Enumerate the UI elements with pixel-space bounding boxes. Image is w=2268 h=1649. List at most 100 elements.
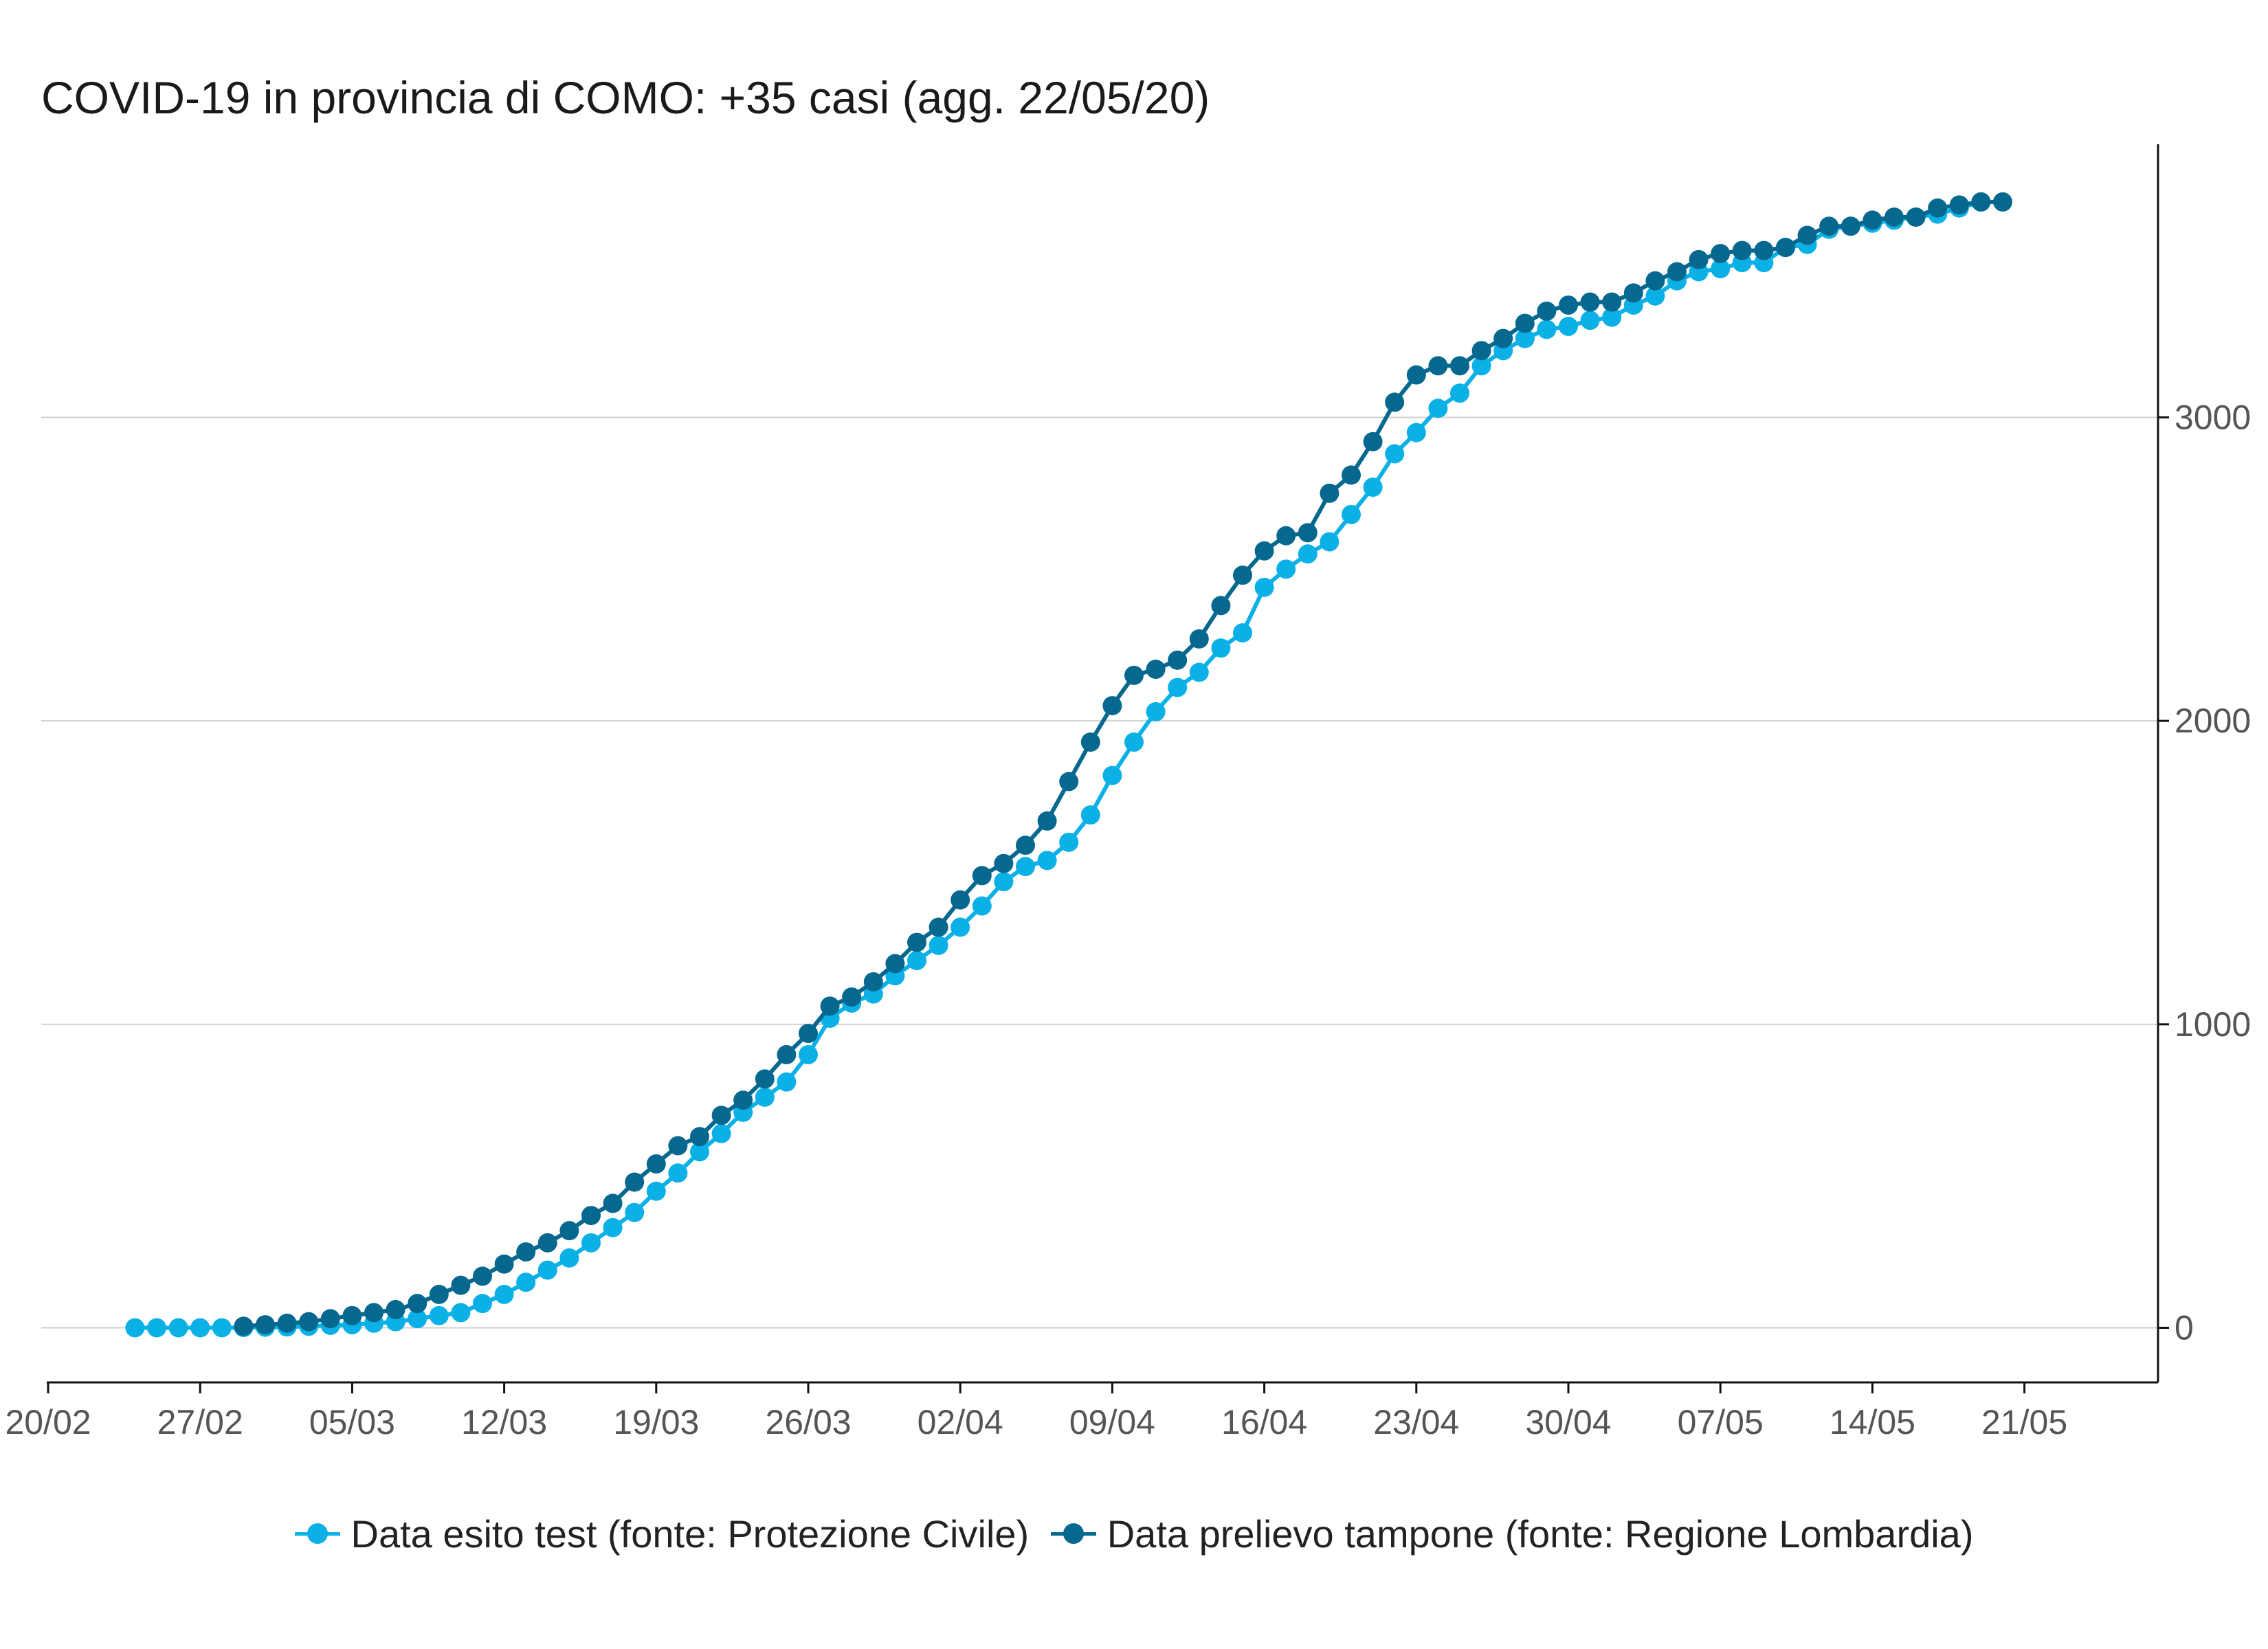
data-point: [1428, 399, 1448, 418]
data-point: [451, 1303, 471, 1323]
data-point: [1276, 526, 1296, 546]
data-point: [473, 1294, 492, 1314]
x-tick-label: 20/02: [5, 1403, 91, 1442]
data-point: [1363, 431, 1383, 451]
data-point: [777, 1045, 797, 1064]
data-point: [1537, 319, 1557, 339]
x-tick-label: 19/03: [613, 1403, 699, 1442]
y-tick-label: 1000: [2175, 1005, 2251, 1044]
data-point: [364, 1303, 383, 1323]
data-point: [711, 1123, 731, 1143]
data-point: [863, 972, 883, 991]
data-point: [1385, 392, 1405, 412]
y-tick-label: 3000: [2175, 399, 2251, 437]
data-point: [1711, 244, 1731, 263]
data-point: [625, 1172, 645, 1192]
data-point: [1645, 286, 1665, 306]
data-point: [1689, 249, 1709, 269]
data-point: [1623, 283, 1643, 303]
data-point: [711, 1106, 731, 1125]
data-point: [1189, 629, 1209, 649]
data-point: [516, 1272, 536, 1292]
data-point: [320, 1309, 340, 1329]
data-point: [277, 1313, 297, 1333]
data-point: [516, 1242, 536, 1262]
series-line: [243, 199, 2003, 1329]
data-point: [1080, 732, 1100, 752]
data-point: [799, 1024, 818, 1044]
data-point: [755, 1087, 775, 1107]
data-point: [1146, 660, 1166, 680]
data-point: [1993, 192, 2012, 212]
data-point: [1428, 356, 1448, 376]
series-esito-test: [125, 192, 1991, 1338]
data-point: [668, 1136, 688, 1156]
x-tick-label: 26/03: [765, 1403, 851, 1442]
data-point: [1515, 313, 1535, 333]
axes: 0 1000 2000 3000 20/02 27/02 05/03 12/03 19/03 26…: [5, 144, 2251, 1442]
data-point: [1320, 532, 1339, 552]
data-point: [1493, 328, 1513, 348]
data-point: [1906, 207, 1926, 227]
data-point: [125, 1318, 145, 1338]
data-point: [1885, 207, 1904, 227]
data-point: [1211, 596, 1231, 616]
x-tick-label: 30/04: [1525, 1403, 1611, 1442]
data-point: [1298, 523, 1318, 543]
data-point: [1819, 216, 1839, 236]
data-point: [1515, 328, 1535, 348]
legend-item-esito-test: Data esito test (fonte: Protezione Civil…: [294, 1512, 1029, 1556]
data-point: [1559, 317, 1578, 336]
data-point: [473, 1266, 492, 1286]
data-point: [581, 1206, 601, 1226]
data-point: [451, 1275, 471, 1295]
data-point: [147, 1318, 166, 1338]
data-point: [603, 1193, 623, 1213]
x-tick-label: 09/04: [1069, 1403, 1155, 1442]
data-point: [1016, 857, 1035, 877]
data-point: [690, 1142, 709, 1162]
data-point: [429, 1305, 449, 1325]
data-point: [733, 1090, 753, 1110]
data-point: [1471, 341, 1491, 361]
data-point: [1342, 465, 1361, 485]
data-point: [408, 1294, 427, 1314]
series-prelievo-tampone: [234, 192, 2012, 1336]
x-tick-label: 14/05: [1830, 1403, 1915, 1442]
data-point: [1602, 292, 1622, 312]
data-point: [1732, 240, 1752, 260]
data-point: [799, 1045, 818, 1064]
data-point: [386, 1300, 405, 1319]
x-tick-label: 27/02: [157, 1403, 243, 1442]
data-point: [234, 1316, 254, 1336]
data-point: [494, 1284, 514, 1304]
data-point: [603, 1218, 623, 1237]
data-point: [1080, 805, 1100, 825]
data-point: [907, 932, 926, 952]
data-point: [168, 1318, 188, 1338]
x-tick-label: 16/04: [1221, 1403, 1307, 1442]
data-point: [559, 1221, 579, 1241]
data-point: [1406, 423, 1426, 442]
legend-key-esito-test: [294, 1523, 340, 1544]
data-point: [972, 866, 992, 886]
data-point: [929, 917, 948, 937]
legend: Data esito test (fonte: Protezione Civil…: [0, 1508, 2268, 1556]
data-point: [1037, 851, 1057, 871]
data-point: [1233, 565, 1252, 585]
chart-title: COVID-19 in provincia di COMO: +35 casi …: [41, 72, 1210, 123]
data-point: [1342, 504, 1361, 524]
data-point: [1949, 195, 1969, 215]
data-point: [1102, 696, 1122, 716]
data-point: [1168, 650, 1188, 670]
y-tick-label: 0: [2175, 1309, 2194, 1347]
data-point: [1059, 772, 1079, 792]
data-point: [755, 1069, 775, 1089]
data-point: [1406, 365, 1426, 385]
data-point: [1124, 732, 1144, 752]
data-point: [1211, 638, 1231, 658]
data-point: [1450, 356, 1469, 376]
data-point: [537, 1260, 557, 1280]
x-tick-label: 07/05: [1678, 1403, 1764, 1442]
data-point: [1254, 577, 1274, 597]
